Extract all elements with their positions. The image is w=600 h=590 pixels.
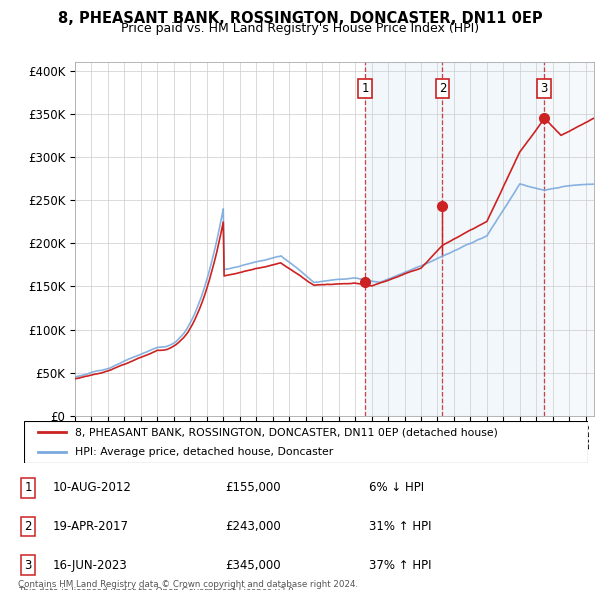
Text: 37% ↑ HPI: 37% ↑ HPI xyxy=(369,559,431,572)
Text: 19-APR-2017: 19-APR-2017 xyxy=(52,520,128,533)
Text: 1: 1 xyxy=(361,82,369,95)
Bar xyxy=(442,62,544,416)
Bar xyxy=(365,62,442,416)
Text: £243,000: £243,000 xyxy=(225,520,281,533)
Text: 8, PHEASANT BANK, ROSSINGTON, DONCASTER, DN11 0EP (detached house): 8, PHEASANT BANK, ROSSINGTON, DONCASTER,… xyxy=(75,427,497,437)
Text: Contains HM Land Registry data © Crown copyright and database right 2024.: Contains HM Land Registry data © Crown c… xyxy=(18,580,358,589)
Text: 31% ↑ HPI: 31% ↑ HPI xyxy=(369,520,431,533)
Text: 1: 1 xyxy=(25,481,32,494)
Text: 2: 2 xyxy=(439,82,446,95)
Text: 8, PHEASANT BANK, ROSSINGTON, DONCASTER, DN11 0EP: 8, PHEASANT BANK, ROSSINGTON, DONCASTER,… xyxy=(58,11,542,25)
Text: £155,000: £155,000 xyxy=(225,481,281,494)
Text: 3: 3 xyxy=(540,82,548,95)
Text: 16-JUN-2023: 16-JUN-2023 xyxy=(52,559,127,572)
Text: 2: 2 xyxy=(25,520,32,533)
Text: Price paid vs. HM Land Registry's House Price Index (HPI): Price paid vs. HM Land Registry's House … xyxy=(121,22,479,35)
Text: This data is licensed under the Open Government Licence v3.0.: This data is licensed under the Open Gov… xyxy=(18,587,296,590)
Text: 3: 3 xyxy=(25,559,32,572)
Text: 10-AUG-2012: 10-AUG-2012 xyxy=(52,481,131,494)
Text: £345,000: £345,000 xyxy=(225,559,281,572)
Text: 6% ↓ HPI: 6% ↓ HPI xyxy=(369,481,424,494)
Bar xyxy=(544,62,594,416)
Text: HPI: Average price, detached house, Doncaster: HPI: Average price, detached house, Donc… xyxy=(75,447,333,457)
Bar xyxy=(544,62,594,416)
